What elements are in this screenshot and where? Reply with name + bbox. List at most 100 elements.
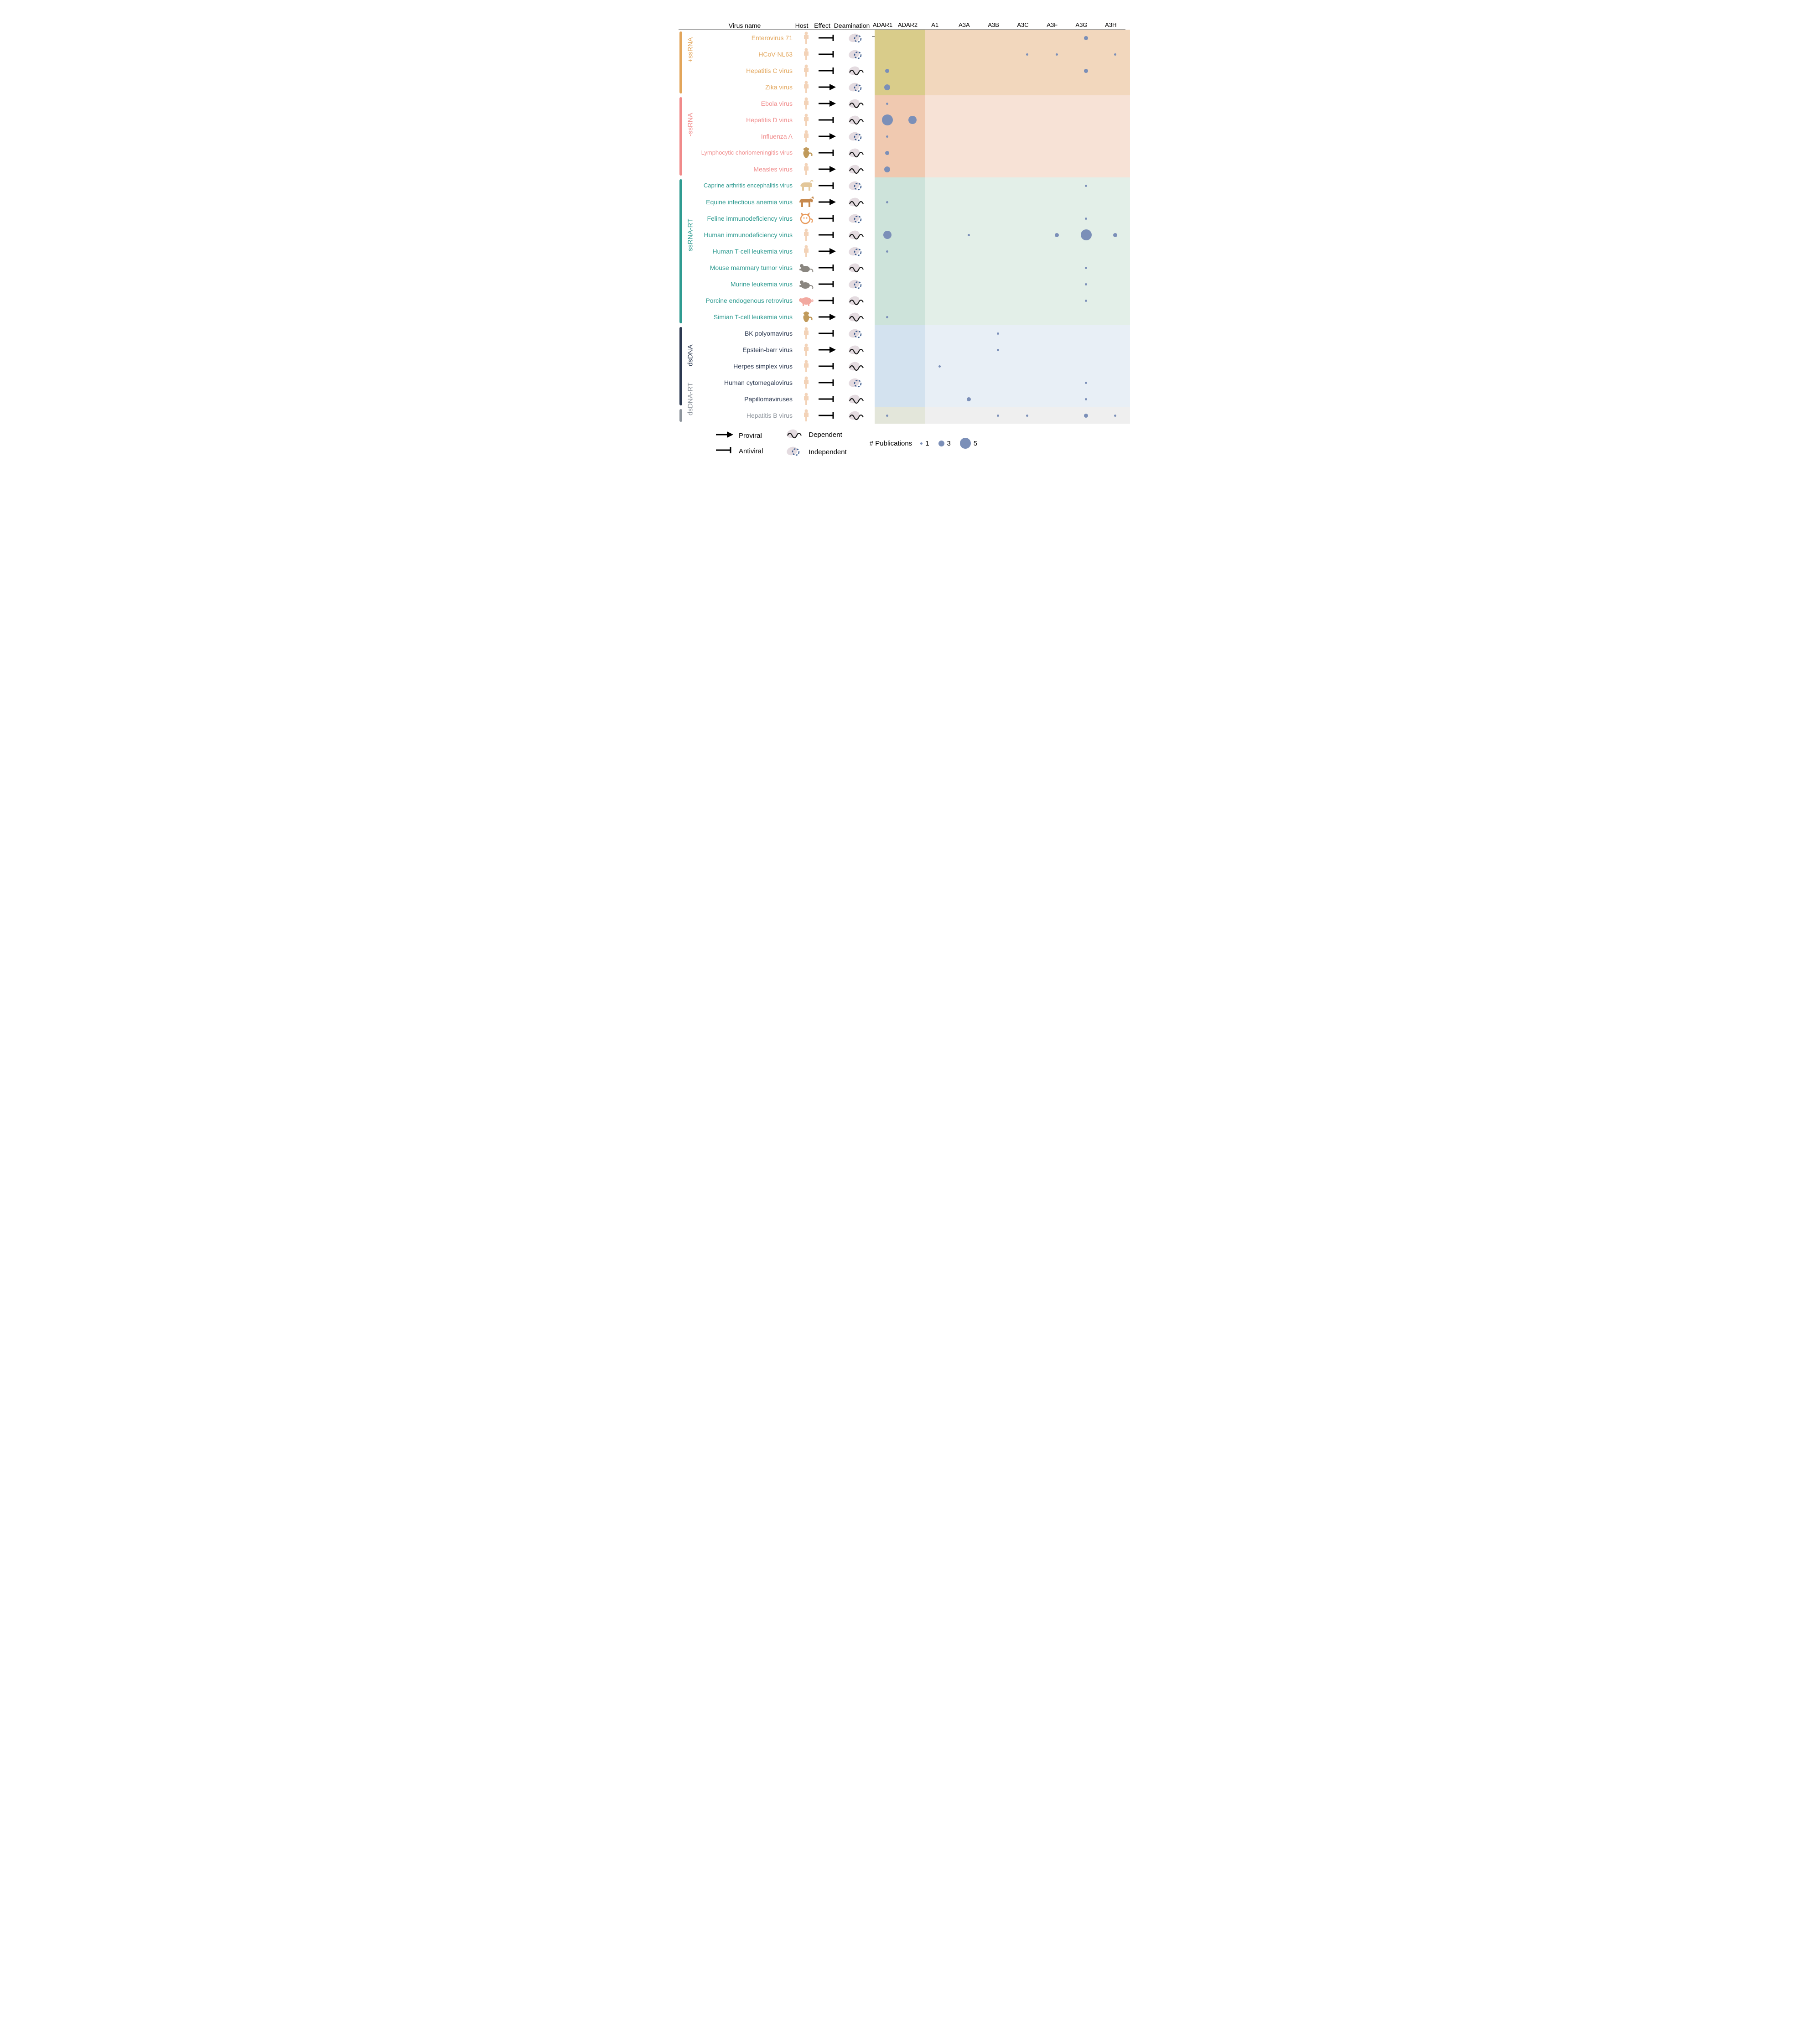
cell-A1 — [925, 391, 954, 407]
cell-A3B — [984, 79, 1013, 95]
cell-A3F — [1042, 391, 1071, 407]
col-A3H: A3H — [1096, 21, 1125, 28]
cell-A3G — [1071, 325, 1100, 342]
cell-ADAR2 — [900, 325, 925, 342]
cell-A3H — [1101, 227, 1130, 243]
virus-name: HCoV-NL63 — [697, 51, 797, 58]
cell-ADAR1 — [875, 177, 900, 194]
cell-A3H — [1101, 276, 1130, 292]
effect-antiviral-icon — [815, 181, 838, 190]
virus-row: Ebola virus — [697, 95, 1130, 112]
virus-row: Lymphocytic choriomeningitis virus — [697, 145, 1130, 161]
pub-matrix — [875, 46, 1130, 62]
deamination-dependent-icon — [838, 98, 875, 109]
pub-matrix — [875, 210, 1130, 227]
cell-A3F — [1042, 276, 1071, 292]
cell-A3B — [984, 276, 1013, 292]
legend-independent: Independent — [786, 446, 846, 458]
publication-dot — [938, 441, 944, 446]
cell-A3B — [984, 325, 1013, 342]
group-label: dsDNA — [687, 344, 695, 366]
cell-ADAR2 — [900, 309, 925, 325]
cell-A3G — [1071, 95, 1100, 112]
cell-A3F — [1042, 259, 1071, 276]
cell-A3A — [954, 194, 983, 210]
effect-proviral-icon — [815, 345, 838, 354]
virus-name: Equine infectious anemia virus — [697, 199, 797, 206]
virus-name: Porcine endogenous retrovirus — [697, 297, 797, 304]
publication-dot — [886, 415, 888, 417]
virus-name: Ebola virus — [697, 100, 797, 107]
cell-A3A — [954, 407, 983, 424]
virus-name: Measles virus — [697, 166, 797, 173]
cell-A3H — [1101, 112, 1130, 128]
cell-A1 — [925, 358, 954, 374]
cell-A3C — [1013, 391, 1042, 407]
cell-A3C — [1013, 325, 1042, 342]
effect-antiviral-icon — [815, 148, 838, 157]
publication-dot — [1114, 53, 1116, 56]
virus-row: Zika virus — [697, 79, 1130, 95]
deamination-independent-icon — [838, 82, 875, 93]
cell-A3F — [1042, 79, 1071, 95]
cell-A3A — [954, 177, 983, 194]
host-human-icon — [797, 392, 815, 406]
cell-A1 — [925, 194, 954, 210]
host-human-icon — [797, 359, 815, 373]
cell-ADAR1 — [875, 358, 900, 374]
cell-A1 — [925, 112, 954, 128]
effect-proviral-icon — [815, 197, 838, 207]
virus-name: Hepatitis D virus — [697, 117, 797, 124]
cell-ADAR2 — [900, 259, 925, 276]
effect-antiviral-icon — [815, 33, 838, 42]
host-human-icon — [797, 343, 815, 357]
publication-dot — [886, 316, 888, 318]
cell-A1 — [925, 161, 954, 177]
cell-ADAR1 — [875, 292, 900, 309]
cell-ADAR1 — [875, 276, 900, 292]
pub-matrix — [875, 30, 1130, 46]
cell-ADAR2 — [900, 391, 925, 407]
cell-A3F — [1042, 95, 1071, 112]
cell-ADAR2 — [900, 292, 925, 309]
cell-A3A — [954, 145, 983, 161]
publication-dot — [908, 116, 917, 124]
deamination-independent-icon — [838, 377, 875, 388]
cell-ADAR2 — [900, 112, 925, 128]
publication-dot — [1085, 382, 1087, 384]
cell-ADAR1 — [875, 309, 900, 325]
cell-ADAR1 — [875, 46, 900, 62]
legend-proviral: Proviral — [715, 430, 763, 441]
cell-A3A — [954, 309, 983, 325]
virus-name: Hepatitis B virus — [697, 412, 797, 419]
cell-ADAR2 — [900, 79, 925, 95]
cell-A3G — [1071, 259, 1100, 276]
cell-A1 — [925, 227, 954, 243]
publication-dot — [1085, 267, 1087, 269]
effect-antiviral-icon — [815, 263, 838, 272]
cell-A3G — [1071, 210, 1100, 227]
virus-name: Zika virus — [697, 84, 797, 91]
virus-name: Feline immunodeficiency virus — [697, 215, 797, 222]
effect-proviral-icon — [815, 247, 838, 256]
cell-A3H — [1101, 259, 1130, 276]
group-bar — [679, 31, 682, 93]
effect-proviral-icon — [815, 83, 838, 92]
effect-antiviral-icon — [815, 362, 838, 371]
host-monkey-icon — [797, 310, 815, 324]
cell-A3F — [1042, 112, 1071, 128]
group-bar — [679, 327, 682, 405]
cell-ADAR2 — [900, 177, 925, 194]
virus-row: Human cytomegalovirus — [697, 374, 1130, 391]
cell-A3H — [1101, 374, 1130, 391]
cell-ADAR1 — [875, 374, 900, 391]
cell-ADAR1 — [875, 227, 900, 243]
publication-dot — [885, 69, 889, 73]
pub-matrix — [875, 112, 1130, 128]
pub-matrix — [875, 243, 1130, 259]
header-virus: Virus name — [697, 22, 793, 29]
cell-ADAR1 — [875, 161, 900, 177]
cell-A3F — [1042, 210, 1071, 227]
cell-A3H — [1101, 292, 1130, 309]
publication-dot — [1084, 414, 1088, 418]
